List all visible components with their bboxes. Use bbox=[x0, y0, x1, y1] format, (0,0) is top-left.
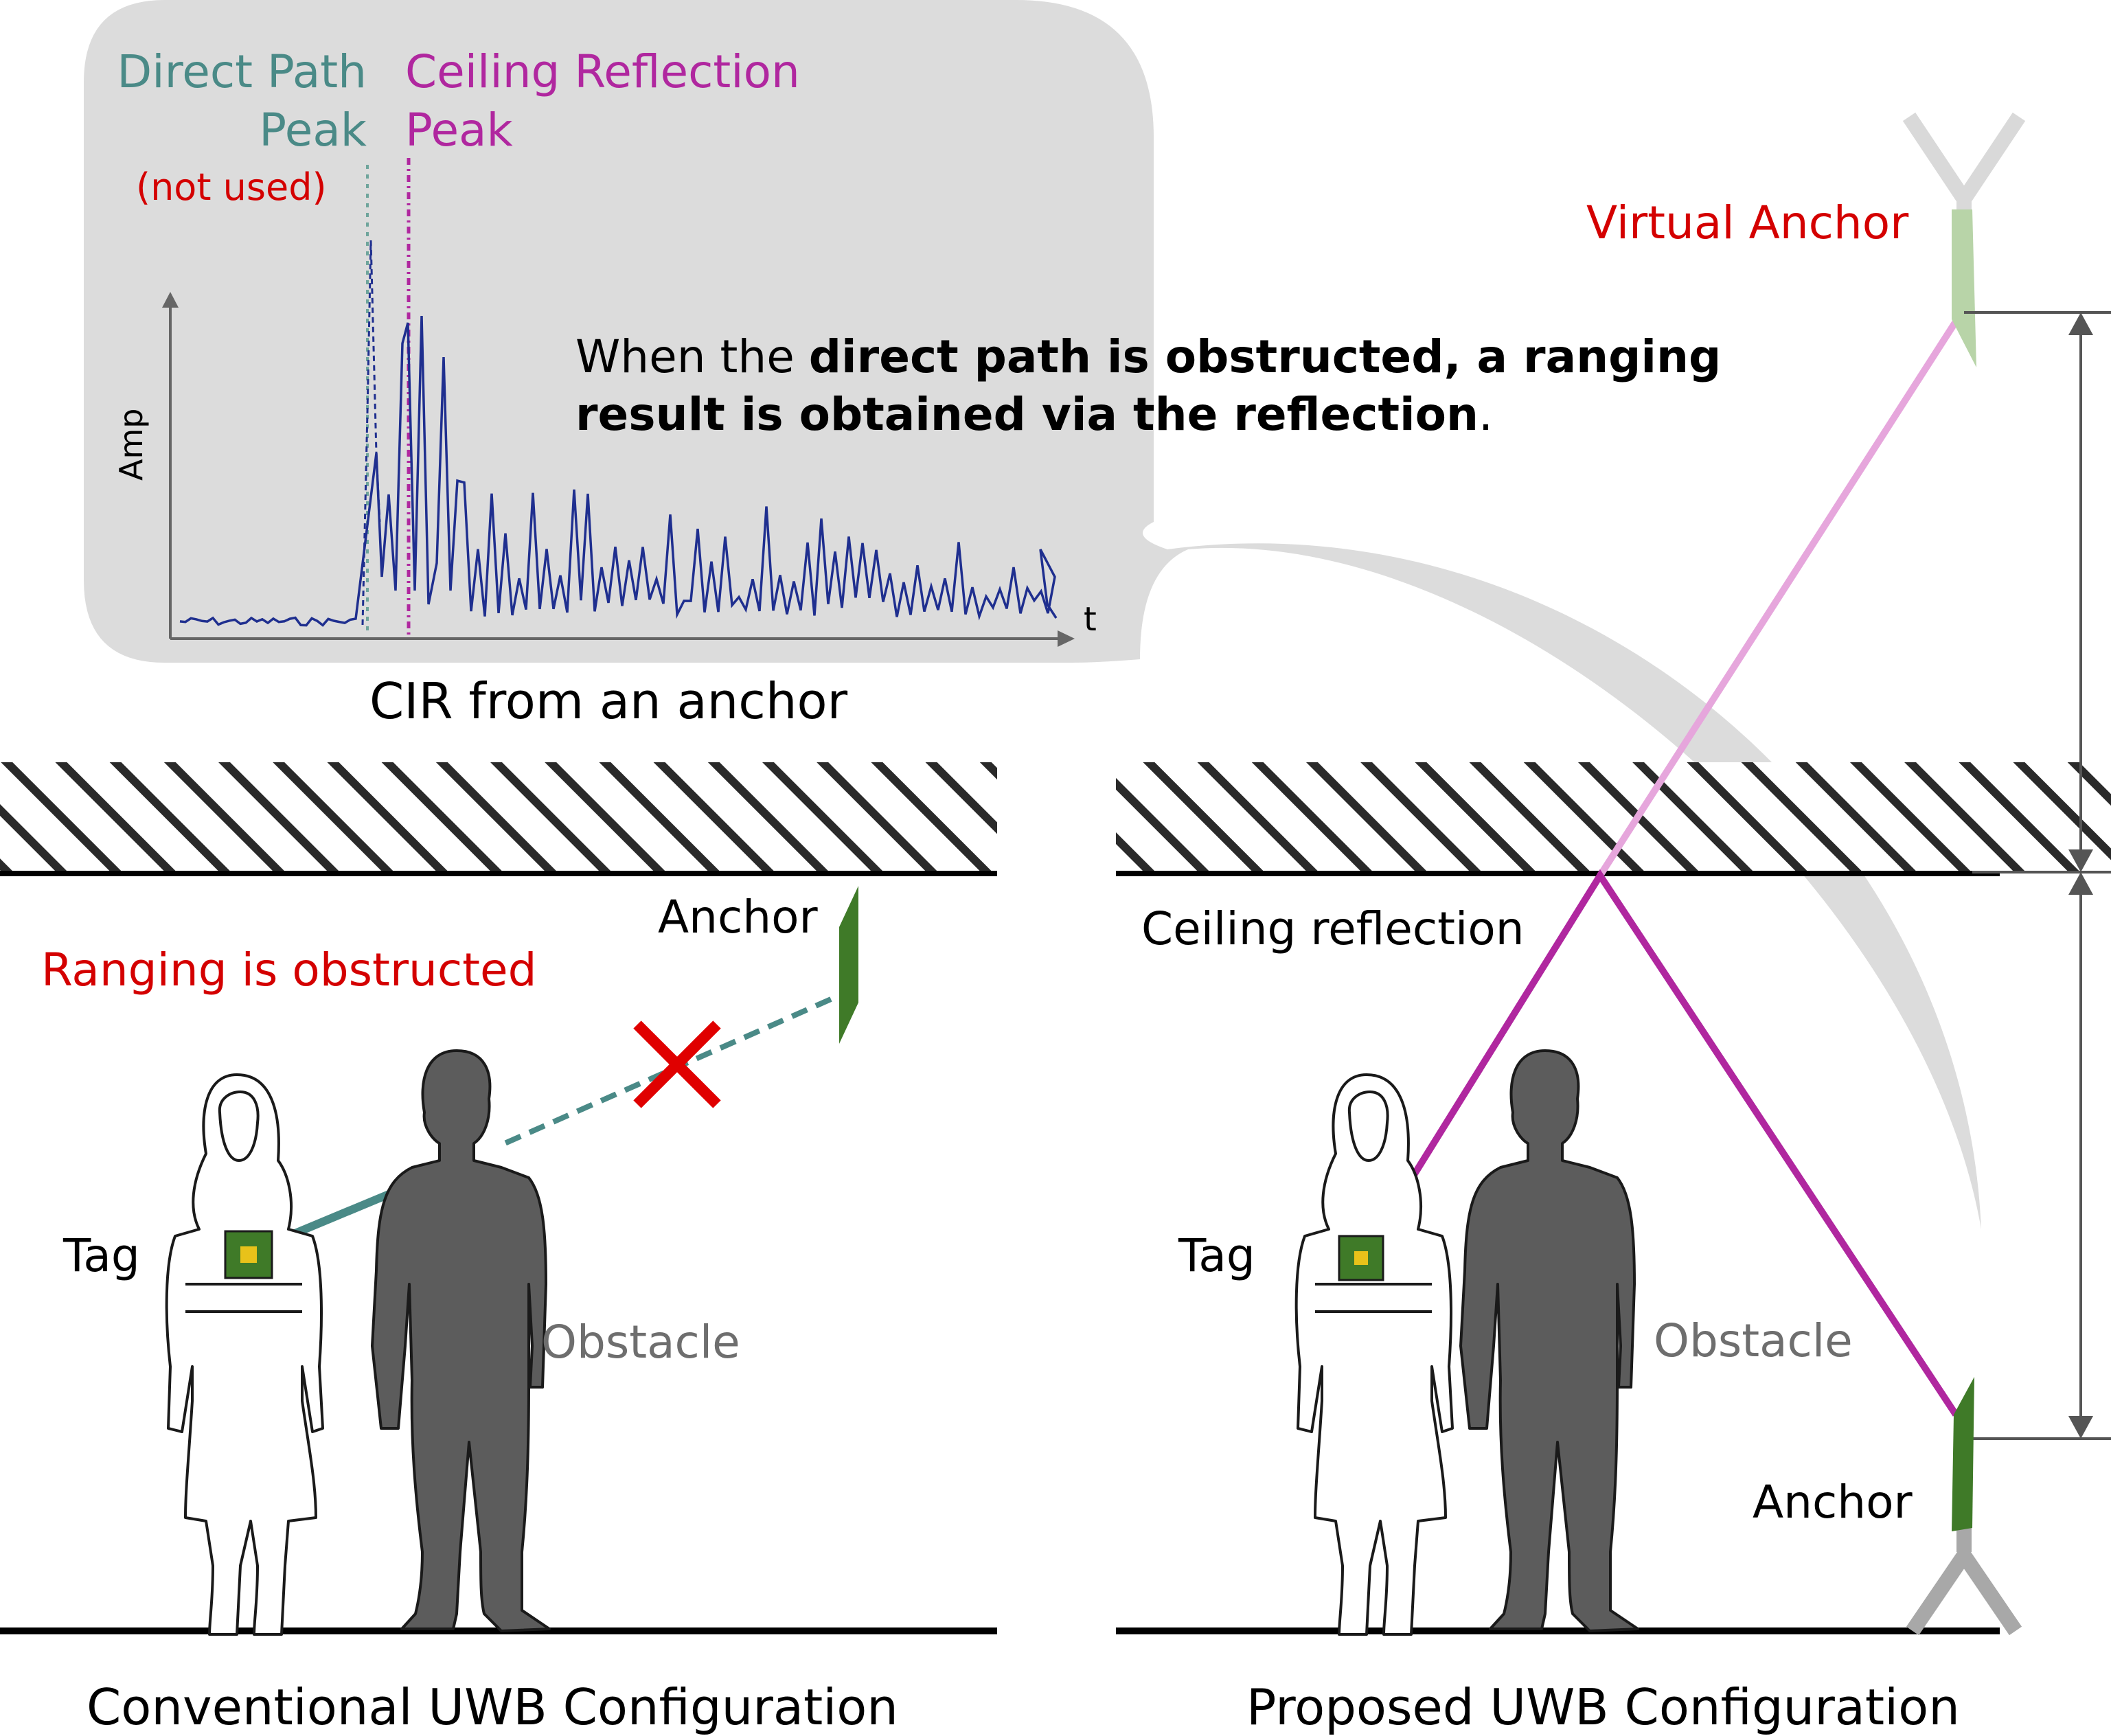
obstructed-label: Ranging is obstructed bbox=[41, 944, 537, 996]
cir-caption: CIR from an anchor bbox=[369, 672, 848, 730]
height-arrowheads bbox=[2068, 312, 2093, 1439]
tag-person-icon-right bbox=[1294, 1073, 1454, 1636]
cir-y-arrowhead bbox=[162, 292, 179, 308]
proposed-obstacle-label: Obstacle bbox=[1654, 1314, 1853, 1367]
obstacle-person-icon-right bbox=[1459, 1049, 1639, 1632]
cir-x-arrowhead bbox=[1058, 630, 1075, 647]
direct-path-label-line2: Peak bbox=[259, 104, 367, 157]
not-used-label: (not used) bbox=[136, 165, 327, 209]
cir-axes bbox=[169, 295, 1071, 640]
conventional-anchor-label: Anchor bbox=[658, 891, 818, 944]
cir-x-axis-label: t bbox=[1084, 600, 1097, 639]
ceiling-peak-label-line1: Ceiling Reflection bbox=[405, 45, 800, 98]
ceiling-peak-label-line2: Peak bbox=[405, 104, 513, 157]
virtual-anchor-label: Virtual Anchor bbox=[1586, 196, 1909, 249]
tag-person-icon bbox=[165, 1073, 324, 1636]
cir-y-axis-label: Amp bbox=[113, 408, 150, 481]
conventional-caption: Conventional UWB Configuration bbox=[87, 1678, 898, 1736]
callout-text: When the direct path is obstructed, a ra… bbox=[575, 330, 1722, 441]
height-dimension bbox=[1964, 311, 2111, 1440]
conventional-tag-label: Tag bbox=[63, 1229, 140, 1282]
tag-icon-left bbox=[224, 1230, 273, 1279]
cir-trace bbox=[179, 315, 1058, 627]
reflection-path bbox=[1360, 869, 1959, 1417]
callout-bubble bbox=[84, 0, 1981, 1229]
ceiling-left bbox=[0, 762, 997, 872]
virtual-anchor-antenna-icon bbox=[1902, 112, 2026, 367]
proposed-anchor-label: Anchor bbox=[1753, 1476, 1913, 1529]
blocked-path bbox=[503, 996, 832, 1146]
conventional-anchor-icon bbox=[839, 886, 858, 1044]
conventional-obstacle-label: Obstacle bbox=[541, 1316, 740, 1369]
obstacle-person-icon bbox=[371, 1049, 551, 1632]
cir-dashed-rise bbox=[361, 240, 381, 626]
proposed-caption: Proposed UWB Configuration bbox=[1246, 1678, 1960, 1736]
tag-icon-right bbox=[1338, 1235, 1384, 1281]
proposed-tag-label: Tag bbox=[1178, 1229, 1255, 1282]
cross-icon bbox=[633, 1020, 721, 1108]
virtual-path bbox=[1597, 317, 1961, 878]
ceiling-reflection-label: Ceiling reflection bbox=[1141, 902, 1525, 955]
direct-path-label-line1: Direct Path bbox=[117, 45, 367, 98]
proposed-anchor-antenna-icon bbox=[1906, 1377, 2022, 1636]
